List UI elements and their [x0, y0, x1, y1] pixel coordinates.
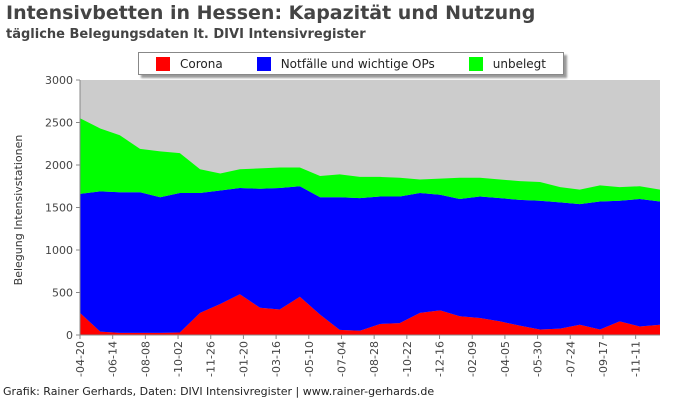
y-tick-label: 2500 [45, 117, 73, 130]
legend-swatch [256, 56, 271, 71]
legend-label: Notfälle und wichtige OPs [280, 56, 435, 71]
x-tick-label: -08-08 [139, 341, 152, 377]
x-tick-label: -12-16 [434, 341, 447, 377]
x-tick-label: -02-09 [466, 341, 479, 377]
x-tick-label: -07-24 [564, 341, 577, 377]
legend-swatch [468, 56, 483, 71]
x-tick-label: -04-05 [499, 341, 512, 377]
y-tick-label: 0 [66, 329, 73, 342]
x-tick-label: -01-20 [237, 341, 250, 377]
x-tick-label: -07-04 [335, 341, 348, 377]
legend-item-notfall: Notfälle und wichtige OPs [256, 56, 435, 71]
legend: Corona Notfälle und wichtige OPs unbeleg… [138, 52, 564, 75]
footer-credit: Grafik: Rainer Gerhards, Daten: DIVI Int… [3, 385, 435, 398]
y-tick-label: 2000 [45, 159, 73, 172]
x-tick-label: -05-10 [303, 341, 316, 377]
y-tick-label: 1500 [45, 202, 73, 215]
x-tick-label: -05-30 [532, 341, 545, 377]
area-series-2 [80, 118, 660, 205]
chart-title: Intensivbetten in Hessen: Kapazität und … [6, 2, 536, 24]
x-tick-label: -10-02 [172, 341, 185, 377]
x-tick-label: -11-11 [630, 341, 643, 377]
chart-subtitle: tägliche Belegungsdaten lt. DIVI Intensi… [6, 27, 366, 42]
legend-swatch [156, 56, 170, 71]
x-tick-label: -11-26 [205, 341, 218, 377]
x-tick-label: -10-22 [401, 341, 414, 377]
y-tick-label: 500 [52, 287, 73, 300]
x-tick-label: -08-28 [368, 341, 381, 377]
legend-item-corona: Corona [156, 56, 223, 71]
y-tick-label: 3000 [45, 74, 73, 87]
x-tick-label: -09-17 [597, 341, 610, 377]
legend-label: Corona [180, 56, 223, 71]
area-series-1 [80, 186, 660, 333]
y-axis-label: Belegung Intensivstationen [12, 135, 25, 286]
area-series-0 [80, 294, 660, 335]
x-tick-label: -04-20 [74, 341, 87, 377]
y-tick-label: 1000 [45, 244, 73, 257]
legend-item-unbelegt: unbelegt [468, 56, 546, 71]
x-tick-label: -06-14 [107, 341, 120, 377]
x-tick-label: -03-16 [270, 341, 283, 377]
legend-label: unbelegt [492, 56, 546, 71]
